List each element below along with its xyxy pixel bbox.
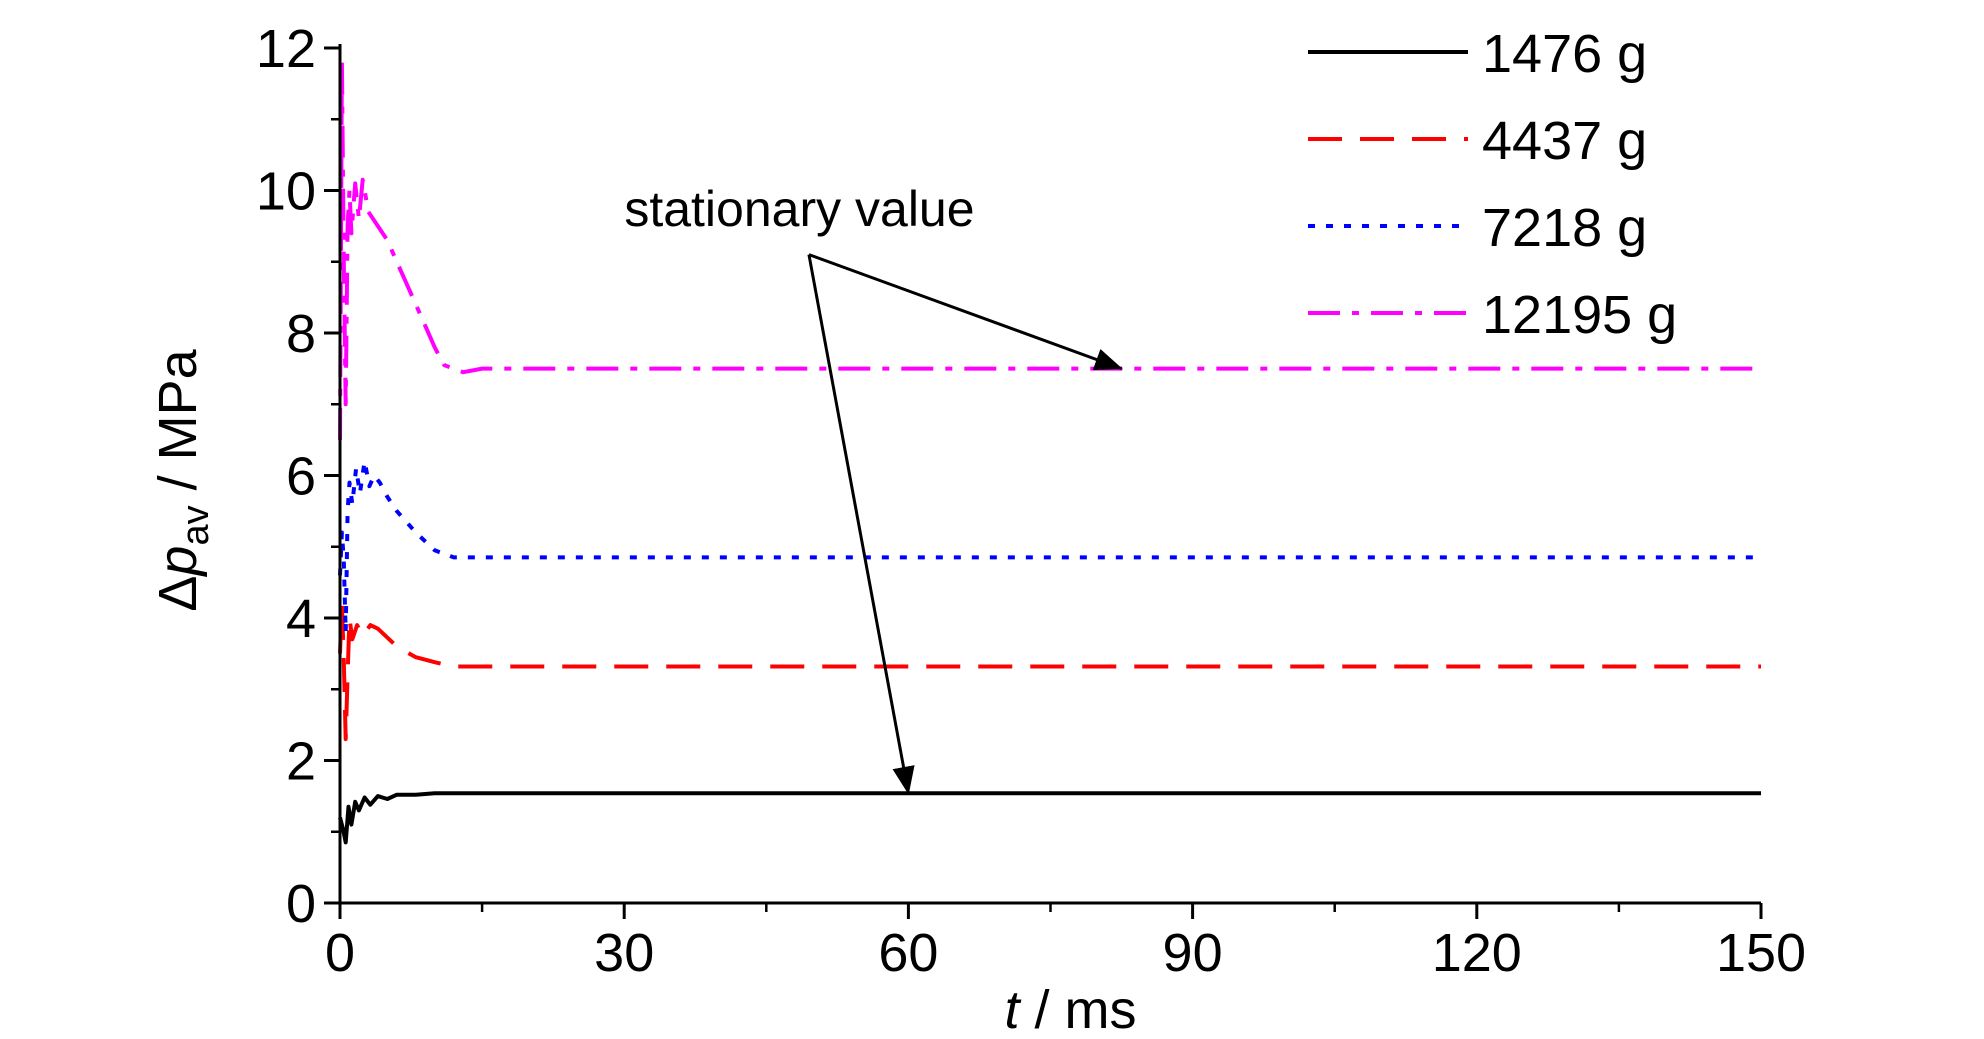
y-tick-label: 2: [286, 732, 316, 792]
y-tick-label: 6: [286, 447, 316, 507]
x-axis-variable: t: [1004, 980, 1021, 1039]
annotation-text: stationary value: [624, 181, 974, 237]
annotation-arrow-2: [807, 254, 915, 795]
y-tick-label: 12: [256, 19, 316, 79]
series-line-1: [338, 791, 1761, 845]
y-axis-title: Δpav / MPa: [148, 348, 217, 611]
legend: 1476 g 4437 g 7218 g 12195 g: [1308, 24, 1677, 345]
y-tick-label: 8: [286, 304, 316, 364]
y-axis-variable: p: [148, 546, 208, 578]
axes: [338, 44, 1761, 905]
annotations: stationary value: [624, 181, 1123, 795]
series-line-2: [338, 601, 1761, 742]
series-line-4: [338, 60, 1761, 440]
tick-labels: 0 30 60 90 120 150 0 2 4 6 8 10 12: [256, 19, 1806, 983]
x-tick-label: 150: [1716, 923, 1806, 983]
x-axis-title: t / ms: [1004, 980, 1136, 1039]
y-axis-unit: / MPa: [148, 348, 208, 505]
plot-area: [338, 60, 1761, 845]
ticks: [324, 46, 1763, 919]
x-tick-label: 0: [325, 923, 355, 983]
annotation-arrow-1: [808, 253, 1123, 371]
y-tick-label: 4: [286, 589, 316, 649]
legend-label-1: 1476 g: [1482, 24, 1647, 84]
y-tick-label: 0: [286, 874, 316, 934]
y-axis-delta: Δ: [148, 576, 208, 612]
x-tick-label: 90: [1163, 923, 1223, 983]
series-line-3: [338, 459, 1761, 635]
legend-label-2: 4437 g: [1482, 111, 1647, 171]
x-tick-label: 120: [1432, 923, 1522, 983]
legend-label-3: 7218 g: [1482, 198, 1647, 258]
x-tick-label: 30: [594, 923, 654, 983]
legend-label-4: 12195 g: [1482, 285, 1677, 345]
x-axis-unit: / ms: [1020, 980, 1137, 1039]
y-tick-label: 10: [256, 162, 316, 222]
y-axis-subscript: av: [175, 505, 217, 545]
x-tick-label: 60: [878, 923, 938, 983]
